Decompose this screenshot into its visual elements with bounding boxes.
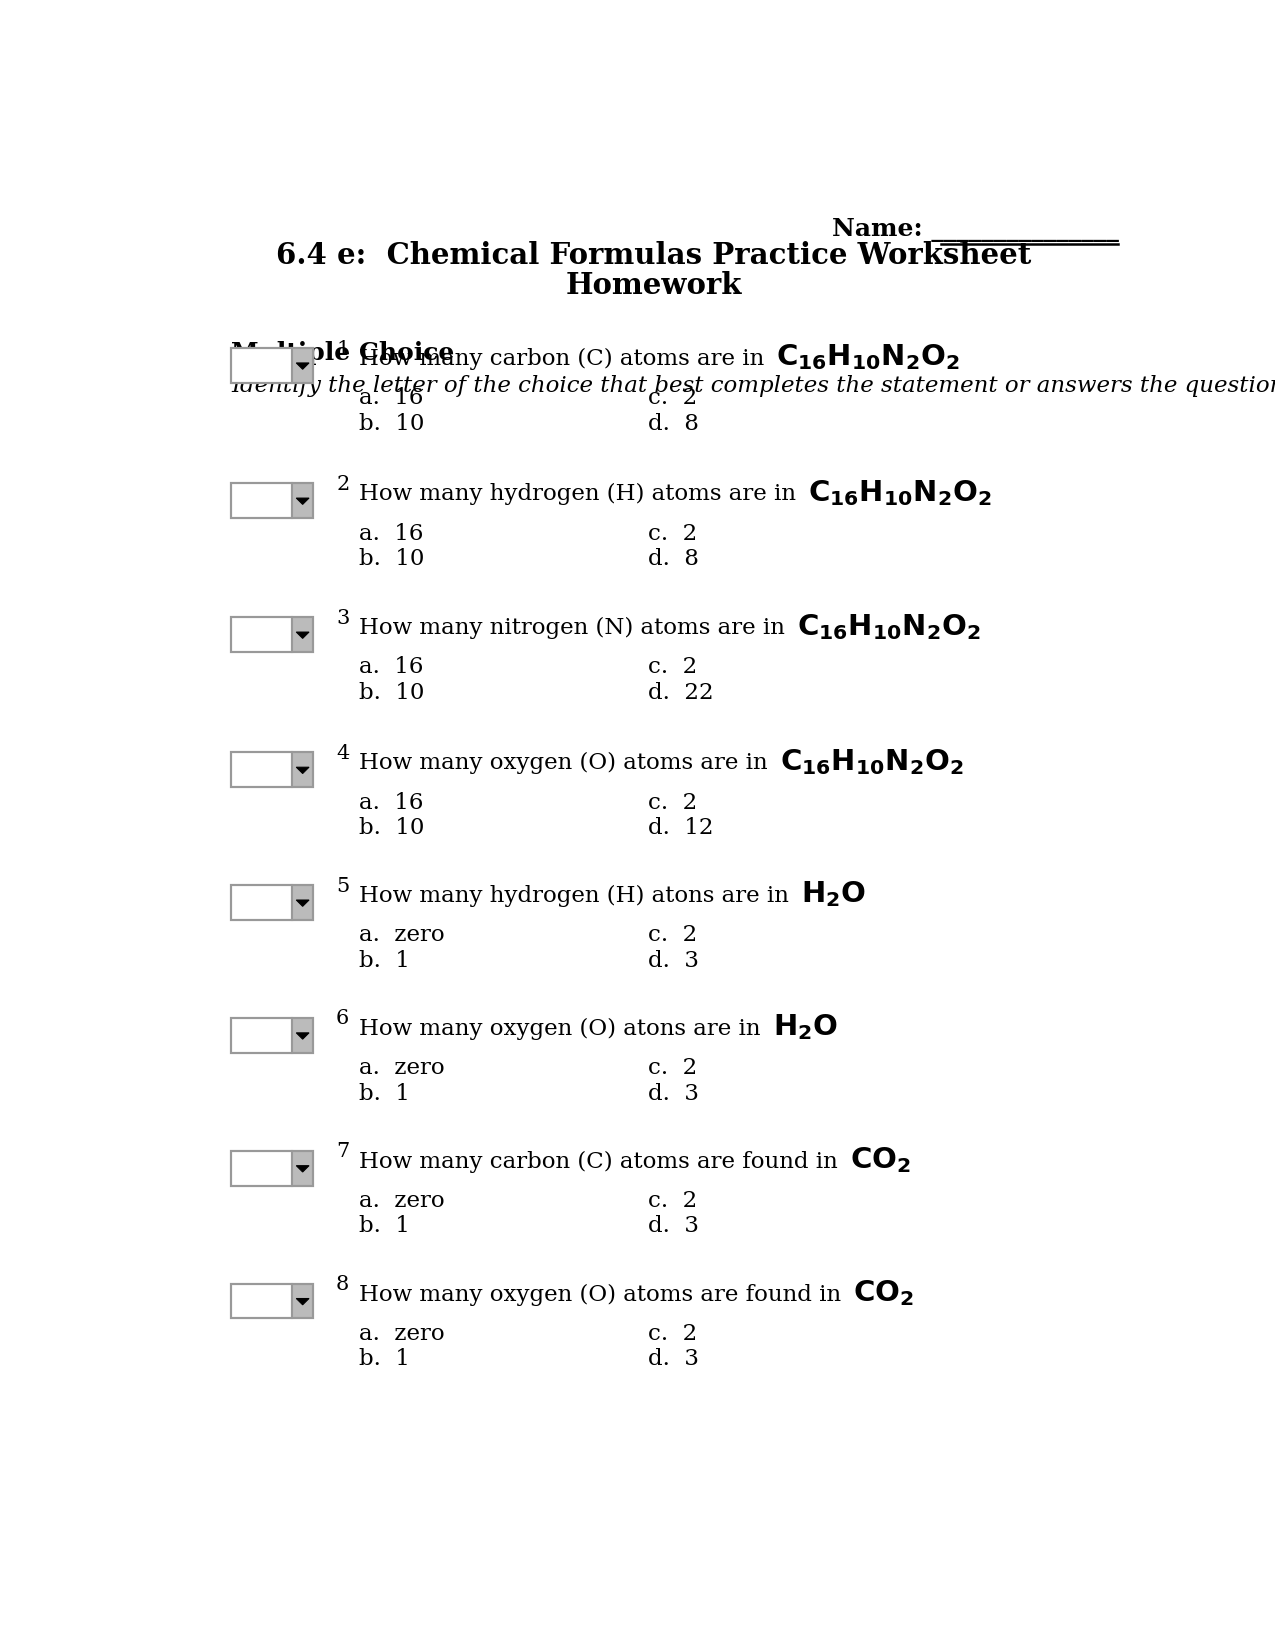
Text: b.  10: b. 10 bbox=[360, 548, 425, 569]
Bar bbox=[232, 1284, 312, 1318]
Text: 6.4 e:  Chemical Formulas Practice Worksheet: 6.4 e: Chemical Formulas Practice Worksh… bbox=[275, 241, 1031, 269]
Polygon shape bbox=[296, 498, 309, 505]
Text: a.  16: a. 16 bbox=[360, 657, 423, 678]
Bar bbox=[232, 884, 312, 921]
Text: 7: 7 bbox=[337, 1142, 349, 1162]
Text: a.  zero: a. zero bbox=[360, 924, 445, 947]
Bar bbox=[232, 752, 312, 787]
Polygon shape bbox=[296, 767, 309, 774]
Bar bbox=[292, 1152, 312, 1185]
Text: 5: 5 bbox=[337, 876, 349, 896]
Text: a.  zero: a. zero bbox=[360, 1058, 445, 1079]
Text: a.  zero: a. zero bbox=[360, 1190, 445, 1213]
Text: How many carbon (C) atoms are in: How many carbon (C) atoms are in bbox=[360, 348, 771, 370]
Bar bbox=[232, 348, 312, 383]
Text: c.  2: c. 2 bbox=[648, 924, 697, 947]
Text: How many hydrogen (H) atons are in: How many hydrogen (H) atons are in bbox=[360, 884, 797, 908]
Text: 6: 6 bbox=[337, 1010, 349, 1028]
Text: c.  2: c. 2 bbox=[648, 388, 697, 409]
Text: How many oxygen (O) atoms are in: How many oxygen (O) atoms are in bbox=[360, 752, 775, 774]
Polygon shape bbox=[296, 1299, 309, 1305]
Bar bbox=[292, 1018, 312, 1053]
Text: d.  3: d. 3 bbox=[648, 1348, 699, 1370]
Text: How many hydrogen (H) atoms are in: How many hydrogen (H) atoms are in bbox=[360, 483, 803, 505]
Text: How many nitrogen (N) atoms are in: How many nitrogen (N) atoms are in bbox=[360, 617, 793, 639]
Bar bbox=[292, 617, 312, 652]
Bar bbox=[232, 617, 292, 652]
Text: 4: 4 bbox=[337, 744, 349, 762]
Text: b.  1: b. 1 bbox=[360, 1216, 411, 1238]
Bar bbox=[232, 884, 292, 921]
Text: 2: 2 bbox=[337, 475, 349, 493]
Text: Identify the letter of the choice that best completes the statement or answers t: Identify the letter of the choice that b… bbox=[232, 375, 1275, 396]
Text: $\mathbf{C_{16}H_{10}N_{2}O_{2}}$: $\mathbf{C_{16}H_{10}N_{2}O_{2}}$ bbox=[797, 612, 980, 642]
Polygon shape bbox=[296, 1165, 309, 1171]
Text: d.  8: d. 8 bbox=[648, 548, 699, 569]
Text: a.  16: a. 16 bbox=[360, 792, 423, 813]
Text: a.  zero: a. zero bbox=[360, 1323, 445, 1345]
Text: Name: _______________: Name: _______________ bbox=[831, 218, 1118, 243]
Bar bbox=[292, 348, 312, 383]
Text: $\mathbf{C_{16}H_{10}N_{2}O_{2}}$: $\mathbf{C_{16}H_{10}N_{2}O_{2}}$ bbox=[808, 478, 992, 508]
Text: b.  1: b. 1 bbox=[360, 1082, 411, 1106]
Text: $\mathbf{CO_{2}}$: $\mathbf{CO_{2}}$ bbox=[853, 1279, 914, 1308]
Bar bbox=[232, 1152, 292, 1185]
Polygon shape bbox=[296, 899, 309, 906]
Polygon shape bbox=[296, 363, 309, 370]
Text: d.  3: d. 3 bbox=[648, 1216, 699, 1238]
Text: $\mathbf{C_{16}H_{10}N_{2}O_{2}}$: $\mathbf{C_{16}H_{10}N_{2}O_{2}}$ bbox=[776, 343, 960, 373]
Bar bbox=[292, 483, 312, 518]
Text: Multiple Choice: Multiple Choice bbox=[232, 342, 455, 365]
Bar bbox=[232, 1152, 312, 1185]
Bar bbox=[232, 1018, 292, 1053]
Text: c.  2: c. 2 bbox=[648, 1190, 697, 1213]
Text: $\mathbf{C_{16}H_{10}N_{2}O_{2}}$: $\mathbf{C_{16}H_{10}N_{2}O_{2}}$ bbox=[780, 747, 964, 777]
Text: $\mathbf{CO_{2}}$: $\mathbf{CO_{2}}$ bbox=[850, 1145, 910, 1175]
Bar bbox=[232, 483, 312, 518]
Text: 1: 1 bbox=[337, 340, 349, 358]
Text: a.  16: a. 16 bbox=[360, 523, 423, 544]
Bar bbox=[292, 1284, 312, 1318]
Bar bbox=[232, 1284, 292, 1318]
Text: How many carbon (C) atoms are found in: How many carbon (C) atoms are found in bbox=[360, 1150, 845, 1173]
Text: d.  3: d. 3 bbox=[648, 1082, 699, 1106]
Bar bbox=[232, 752, 292, 787]
Bar bbox=[232, 1018, 312, 1053]
Polygon shape bbox=[296, 1033, 309, 1040]
Text: a.  16: a. 16 bbox=[360, 388, 423, 409]
Text: d.  22: d. 22 bbox=[648, 681, 713, 705]
Text: d.  8: d. 8 bbox=[648, 412, 699, 434]
Text: $\mathbf{H_{2}O}$: $\mathbf{H_{2}O}$ bbox=[801, 879, 866, 909]
Bar bbox=[292, 752, 312, 787]
Text: 3: 3 bbox=[337, 609, 349, 627]
Bar bbox=[232, 617, 312, 652]
Text: b.  10: b. 10 bbox=[360, 681, 425, 705]
Text: How many oxygen (O) atoms are found in: How many oxygen (O) atoms are found in bbox=[360, 1284, 849, 1305]
Text: c.  2: c. 2 bbox=[648, 657, 697, 678]
Text: c.  2: c. 2 bbox=[648, 792, 697, 813]
Text: d.  3: d. 3 bbox=[648, 950, 699, 972]
Text: d.  12: d. 12 bbox=[648, 817, 713, 838]
Text: c.  2: c. 2 bbox=[648, 1323, 697, 1345]
Text: 8: 8 bbox=[337, 1275, 349, 1294]
Text: b.  10: b. 10 bbox=[360, 412, 425, 434]
Text: b.  10: b. 10 bbox=[360, 817, 425, 838]
Text: c.  2: c. 2 bbox=[648, 523, 697, 544]
Polygon shape bbox=[296, 632, 309, 639]
Bar bbox=[232, 348, 292, 383]
Bar bbox=[292, 884, 312, 921]
Text: Homework: Homework bbox=[565, 271, 742, 300]
Text: $\mathbf{H_{2}O}$: $\mathbf{H_{2}O}$ bbox=[773, 1013, 838, 1043]
Text: c.  2: c. 2 bbox=[648, 1058, 697, 1079]
Bar bbox=[232, 483, 292, 518]
Text: b.  1: b. 1 bbox=[360, 1348, 411, 1370]
Text: How many oxygen (O) atons are in: How many oxygen (O) atons are in bbox=[360, 1018, 768, 1040]
Text: b.  1: b. 1 bbox=[360, 950, 411, 972]
